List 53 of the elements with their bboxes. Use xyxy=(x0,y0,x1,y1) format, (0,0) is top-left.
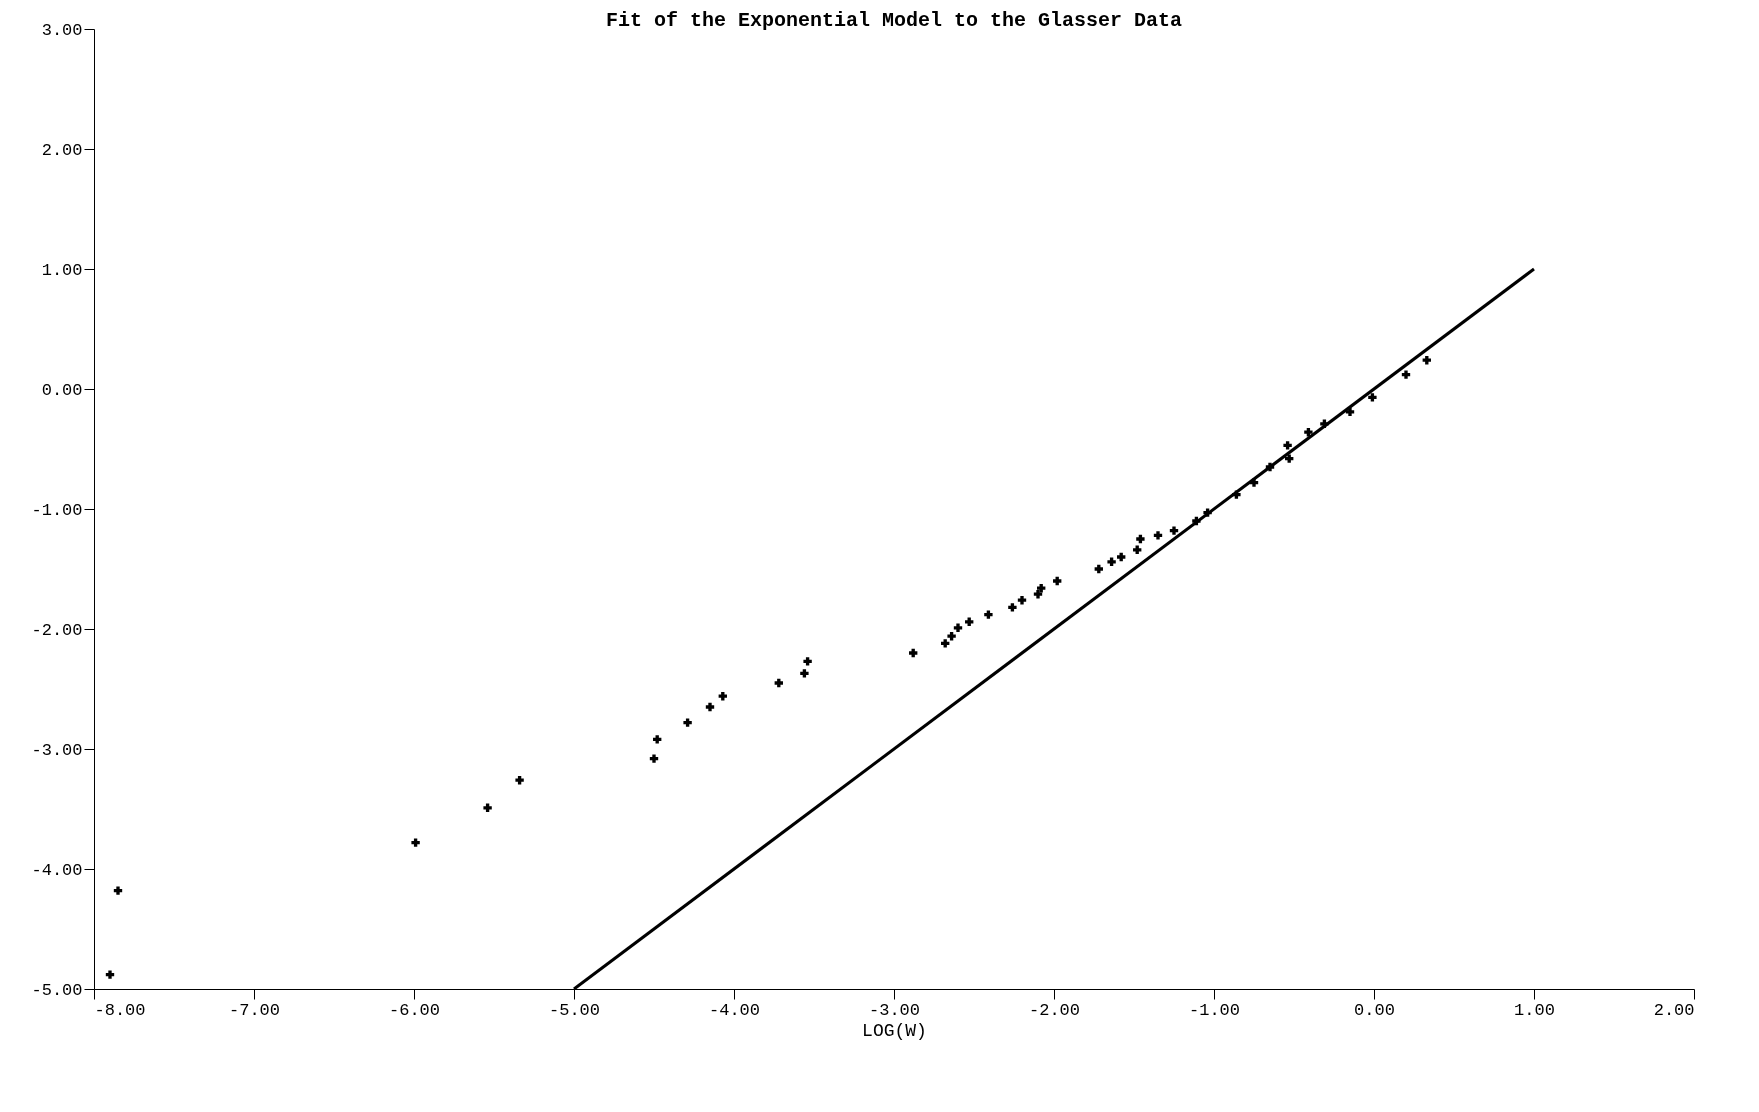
y-tick-label: -2.00 xyxy=(31,620,83,640)
point xyxy=(1017,596,1027,605)
point xyxy=(683,718,692,727)
point xyxy=(411,838,420,847)
x-tick-label: -7.00 xyxy=(228,1000,281,1020)
point xyxy=(941,639,950,648)
point xyxy=(984,610,993,619)
x-tick-label: 2.00 xyxy=(1653,1000,1695,1020)
point xyxy=(113,886,123,895)
point xyxy=(1283,441,1292,450)
x-tick-label: -3.00 xyxy=(868,1000,921,1020)
y-tick-label: 3.00 xyxy=(41,20,83,40)
point xyxy=(1107,557,1116,566)
point xyxy=(1033,590,1043,599)
y-tick-label: -3.00 xyxy=(31,740,83,760)
x-tick-label: -4.00 xyxy=(708,1000,761,1020)
point xyxy=(1094,564,1103,574)
point xyxy=(1053,576,1062,586)
x-tick-label: 1.00 xyxy=(1514,1000,1555,1020)
y-tick-label: -5.00 xyxy=(31,980,83,1000)
x-tick-label: -8.00 xyxy=(94,1000,146,1020)
x-tick-label: -1.00 xyxy=(1188,1000,1241,1020)
x-tick-label: -2.00 xyxy=(1028,1000,1081,1020)
y-tick-label: 0.00 xyxy=(41,380,83,400)
y-tick-label: -1.00 xyxy=(31,500,83,520)
point xyxy=(774,678,783,688)
point xyxy=(1117,552,1126,562)
x-tick-label: 0.00 xyxy=(1354,1000,1395,1020)
point xyxy=(705,702,715,712)
point xyxy=(1368,393,1377,402)
point xyxy=(1008,603,1017,612)
point xyxy=(1153,531,1163,540)
point xyxy=(800,669,809,678)
point xyxy=(1401,370,1411,379)
point xyxy=(1285,454,1294,463)
y-tick-label: -4.00 xyxy=(31,860,83,880)
y-tick-label: 1.00 xyxy=(41,260,83,280)
point xyxy=(515,776,524,785)
point xyxy=(803,657,812,666)
point xyxy=(953,623,963,632)
x-axis-title: LOG(W) xyxy=(862,1020,927,1041)
point xyxy=(653,735,662,744)
point xyxy=(947,632,956,641)
point xyxy=(909,648,918,658)
x-tick-label: -5.00 xyxy=(548,1000,601,1020)
point xyxy=(483,803,492,812)
x-tick-label: -6.00 xyxy=(388,1000,441,1020)
y-tick-label: 2.00 xyxy=(41,140,83,160)
point xyxy=(1136,534,1145,544)
point xyxy=(649,754,659,763)
point xyxy=(1169,526,1179,535)
chart-title: Fit of the Exponential Model to the Glasser Data xyxy=(605,9,1183,32)
point xyxy=(105,970,115,979)
